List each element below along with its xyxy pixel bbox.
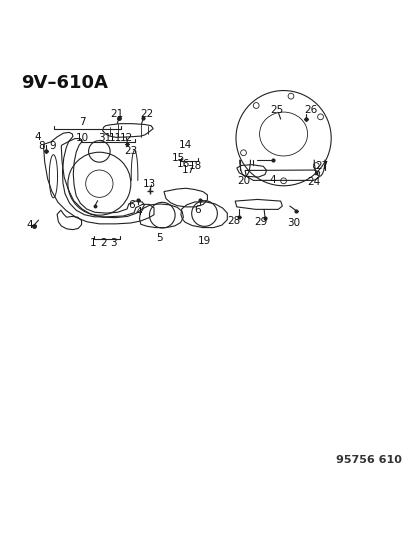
Text: 25: 25: [269, 105, 282, 115]
Text: 27: 27: [315, 161, 328, 171]
Text: 22: 22: [140, 109, 153, 119]
Text: 2: 2: [100, 238, 107, 248]
Text: 10: 10: [76, 133, 89, 143]
Text: 11: 11: [109, 133, 122, 143]
Text: 21: 21: [110, 109, 123, 119]
Text: 4: 4: [135, 207, 141, 217]
Text: 4: 4: [269, 175, 276, 185]
Text: 18: 18: [188, 161, 202, 171]
Text: 17: 17: [181, 165, 195, 175]
Text: 13: 13: [142, 179, 155, 189]
Text: 14: 14: [179, 140, 192, 150]
Text: 28: 28: [227, 216, 240, 226]
Text: 95756 610: 95756 610: [335, 455, 401, 465]
Text: 31: 31: [98, 133, 112, 143]
Text: 19: 19: [197, 236, 210, 246]
Text: 3: 3: [110, 238, 116, 248]
Text: 15: 15: [171, 152, 185, 163]
Text: 1: 1: [90, 238, 97, 248]
Text: 6: 6: [193, 205, 200, 215]
Text: 26: 26: [303, 105, 316, 115]
Text: 5: 5: [156, 233, 163, 243]
Text: 20: 20: [237, 176, 250, 186]
Text: 9: 9: [50, 141, 56, 151]
Text: 30: 30: [287, 217, 300, 228]
Text: 12: 12: [120, 133, 133, 143]
Text: 29: 29: [254, 217, 267, 227]
Text: 8: 8: [38, 141, 45, 151]
Text: 23: 23: [123, 146, 137, 156]
Text: 16: 16: [177, 159, 190, 169]
Text: 4: 4: [26, 220, 33, 230]
Text: 24: 24: [306, 177, 320, 188]
Text: 4: 4: [35, 132, 41, 142]
Text: 6: 6: [128, 200, 134, 210]
Text: 7: 7: [79, 117, 86, 127]
Text: 9V–610A: 9V–610A: [21, 74, 107, 92]
